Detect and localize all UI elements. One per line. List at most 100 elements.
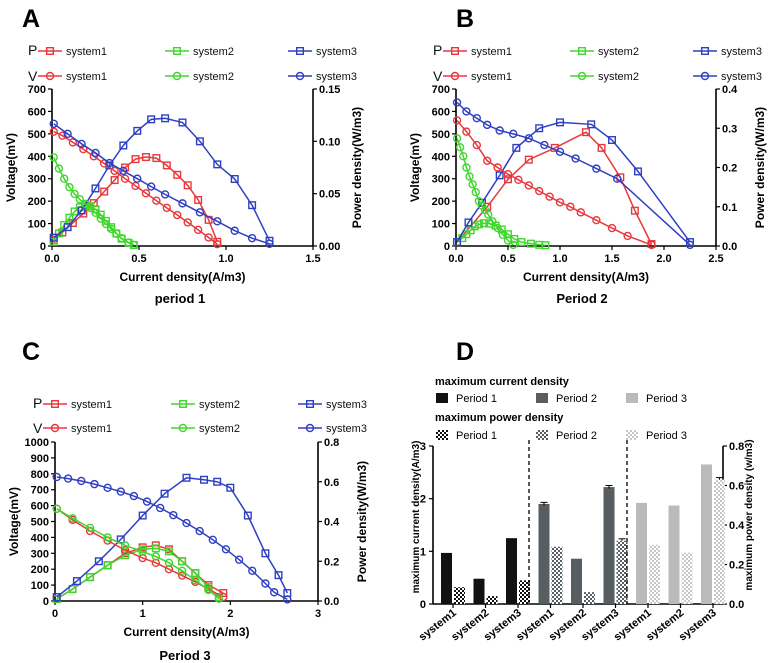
data-point-p-system1 (194, 195, 203, 204)
bar-current-system1 (441, 552, 452, 604)
bar-current-system1 (538, 503, 550, 604)
legend-label-current-1: Period 1 (456, 393, 497, 405)
legend-swatch-current-3 (626, 393, 638, 403)
data-point-v-system1 (183, 218, 192, 227)
y-tick-label: 200 (31, 564, 49, 576)
data-point-v-system3 (555, 147, 565, 157)
x-axis-title: Current density(A/m3) (523, 270, 649, 284)
data-point-v-system2 (488, 217, 497, 226)
data-point-p-system3 (200, 475, 209, 484)
legend-label-power-2: Period 2 (556, 430, 597, 442)
data-point-v-system1 (535, 186, 544, 196)
data-point-v-system3 (283, 595, 292, 604)
x-tick-label: 1.5 (305, 253, 320, 265)
data-point-v-system2 (484, 210, 493, 219)
series-line-p-system3 (56, 477, 288, 598)
bar-power-system3 (519, 580, 530, 604)
data-point-v-system3 (133, 174, 142, 183)
y-tick-label: 0 (420, 599, 426, 611)
data-point-p-system1 (173, 170, 182, 179)
data-point-v-system3 (213, 217, 222, 226)
legend-swatch-power-3 (626, 430, 638, 440)
data-point-p-system3 (147, 115, 156, 124)
data-point-v-system3 (571, 154, 580, 163)
bar-power-system2 (486, 596, 498, 604)
data-point-p-system2 (65, 213, 74, 222)
data-point-v-system1 (193, 225, 203, 235)
legend-p-tag: P (433, 42, 442, 58)
data-point-v-system2 (52, 504, 61, 513)
legend-label-system2: system2 (598, 71, 639, 83)
legend-marker-system3 (305, 423, 315, 433)
data-point-p-system2 (480, 219, 489, 228)
panel-caption: Period 3 (159, 648, 210, 663)
y2-tick-label: 0.00 (319, 241, 340, 253)
data-point-p-system3 (138, 511, 147, 520)
data-point-v-system3 (90, 479, 99, 489)
data-point-v-system1 (545, 192, 554, 201)
y-tick-label: 0 (444, 241, 450, 253)
bar-current-system2 (668, 505, 680, 604)
data-point-v-system1 (152, 196, 161, 205)
y2-tick-label: 0.10 (319, 136, 340, 148)
data-point-p-system3 (453, 238, 462, 247)
legend-marker-system1 (451, 47, 460, 56)
y2-tick-label: 0.4 (324, 517, 340, 529)
data-point-v-system1 (68, 138, 78, 147)
data-point-v-system2 (68, 514, 77, 523)
legend-marker-system1 (46, 47, 55, 56)
y-tick-label: 200 (432, 196, 450, 208)
data-point-v-system1 (452, 116, 462, 125)
legend-label-power-1: Period 1 (456, 430, 497, 442)
data-point-v-system2 (129, 240, 138, 250)
data-point-v-system2 (498, 230, 507, 239)
y-tick-label: 400 (31, 532, 49, 544)
y-axis-title: Voltage(mV) (7, 487, 21, 556)
data-point-p-system2 (164, 547, 173, 556)
data-point-p-system3 (261, 549, 270, 558)
series-line-v-system1 (456, 119, 652, 246)
y-tick-label: 100 (432, 219, 450, 231)
legend-marker-system2 (172, 71, 182, 81)
y-tick-label: 500 (432, 129, 450, 141)
data-point-v-system2 (124, 238, 133, 247)
legend-label-current-3: Period 3 (646, 393, 687, 405)
data-point-v-system1 (493, 163, 502, 172)
y2-tick-label: 0.2 (324, 556, 339, 568)
data-point-v-system3 (195, 208, 205, 217)
y2-tick-label: 0.0 (722, 241, 737, 253)
data-point-v-system3 (592, 164, 601, 173)
bar-power-system1 (551, 546, 563, 604)
bar-current-system2 (571, 558, 582, 604)
data-point-v-system2 (117, 233, 126, 243)
data-point-v-system3 (483, 120, 492, 130)
series-line-v-system3 (456, 101, 691, 246)
y2-tick-label: 0.15 (319, 84, 340, 96)
data-point-v-system3 (265, 239, 274, 248)
data-point-v-system1 (566, 202, 575, 211)
y-tick-label: 100 (31, 580, 49, 592)
legend-swatch-power-2 (536, 430, 548, 440)
data-point-v-system1 (141, 189, 151, 198)
data-point-v-system3 (540, 140, 549, 150)
legend-marker-system2 (178, 400, 187, 409)
data-point-v-system3 (129, 491, 139, 501)
y-tick-label: 0 (40, 241, 46, 253)
y-tick-label: 100 (28, 219, 46, 231)
data-point-p-system1 (630, 206, 639, 215)
x-tick-label: 2.5 (708, 253, 723, 265)
data-point-v-system3 (103, 483, 112, 492)
y-tick-label: 0 (43, 596, 49, 608)
data-point-v-system1 (173, 210, 182, 220)
series-line-p-system3 (456, 121, 691, 243)
legend-v-tag: V (33, 420, 43, 436)
series-line-p-system1 (456, 131, 653, 245)
bar-current-system3 (506, 538, 517, 604)
y2-axis-title: maximum power density (w/m3) (744, 439, 755, 590)
data-point-v-system2 (468, 180, 477, 189)
y2-tick-label: 0.4 (722, 84, 738, 96)
y-tick-label: 200 (28, 196, 46, 208)
bar-power-system3 (616, 540, 628, 604)
x-tick-label: 1.5 (604, 253, 619, 265)
legend-label-system3: system3 (721, 71, 762, 83)
